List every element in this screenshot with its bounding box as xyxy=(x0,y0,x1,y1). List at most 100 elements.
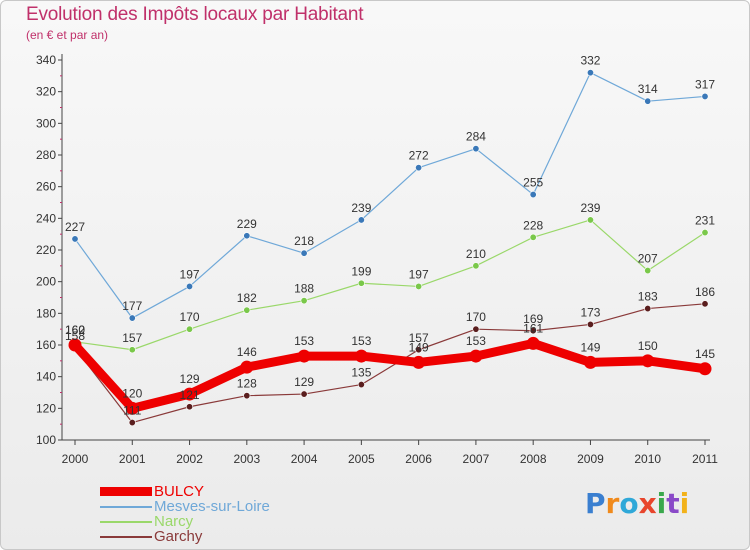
data-label-narcy: 199 xyxy=(351,264,371,278)
data-label-garchy: 183 xyxy=(638,290,658,304)
data-point-garchy xyxy=(644,305,652,313)
x-tick-label: 2002 xyxy=(176,452,203,466)
data-label-garchy: 169 xyxy=(523,312,543,326)
data-point-narcy xyxy=(128,346,136,354)
data-point-bulcy xyxy=(183,387,197,401)
data-point-garchy xyxy=(586,320,594,328)
data-point-bulcy xyxy=(583,355,597,369)
chart-title: Evolution des Impôts locaux par Habitant xyxy=(26,4,364,25)
data-label-mesves-sur-loire: 314 xyxy=(638,82,658,96)
data-label-garchy: 128 xyxy=(237,377,257,391)
data-point-garchy xyxy=(300,390,308,398)
y-tick-label: 280 xyxy=(36,148,56,162)
legend-swatch xyxy=(100,487,152,496)
x-tick-label: 2004 xyxy=(291,452,318,466)
data-label-mesves-sur-loire: 284 xyxy=(466,130,486,144)
x-tick-label: 2009 xyxy=(577,452,604,466)
data-label-mesves-sur-loire: 317 xyxy=(695,77,715,91)
data-point-bulcy xyxy=(354,349,368,363)
data-label-bulcy: 153 xyxy=(351,334,371,348)
data-point-garchy xyxy=(415,346,423,354)
chart-subtitle: (en € et par an) xyxy=(26,28,109,42)
data-label-garchy: 170 xyxy=(466,310,486,324)
logo-letter: i xyxy=(656,487,667,520)
data-point-mesves-sur-loire xyxy=(472,145,480,153)
data-point-mesves-sur-loire xyxy=(357,216,365,224)
data-point-mesves-sur-loire xyxy=(243,232,251,240)
data-label-garchy: 158 xyxy=(65,329,85,343)
data-label-narcy: 170 xyxy=(180,310,200,324)
logo-letter: o xyxy=(619,487,639,520)
series-line-mesves-sur-loire xyxy=(74,72,706,319)
legend-item-bulcy: BULCY xyxy=(100,484,270,499)
x-tick-label: 2006 xyxy=(405,452,432,466)
logo-letter: P xyxy=(585,487,606,520)
logo-letter: t xyxy=(666,487,680,520)
y-tick-label: 260 xyxy=(36,180,56,194)
data-label-bulcy: 153 xyxy=(294,334,314,348)
data-point-garchy xyxy=(128,419,136,427)
data-point-mesves-sur-loire xyxy=(71,235,79,243)
data-point-narcy xyxy=(357,279,365,287)
data-label-narcy: 231 xyxy=(695,214,715,228)
data-point-bulcy xyxy=(412,355,426,369)
data-point-garchy xyxy=(243,392,251,400)
data-label-bulcy: 146 xyxy=(237,345,257,359)
data-label-mesves-sur-loire: 227 xyxy=(65,220,85,234)
y-tick-label: 320 xyxy=(36,85,56,99)
data-label-bulcy: 161 xyxy=(523,321,543,335)
y-tick-label: 140 xyxy=(36,370,56,384)
y-tick-label: 120 xyxy=(36,401,56,415)
data-point-mesves-sur-loire xyxy=(415,164,423,172)
data-point-bulcy xyxy=(698,362,712,376)
series-line-bulcy xyxy=(70,338,710,413)
data-point-bulcy xyxy=(641,354,655,368)
data-point-garchy xyxy=(701,300,709,308)
data-label-narcy: 239 xyxy=(580,201,600,215)
x-tick-label: 2008 xyxy=(520,452,547,466)
data-point-narcy xyxy=(300,297,308,305)
data-point-narcy xyxy=(586,216,594,224)
data-point-narcy xyxy=(243,306,251,314)
data-label-mesves-sur-loire: 177 xyxy=(122,299,142,313)
y-tick-label: 240 xyxy=(36,211,56,225)
data-point-garchy xyxy=(357,381,365,389)
data-point-narcy xyxy=(472,262,480,270)
data-point-bulcy xyxy=(526,336,540,350)
series-line-narcy xyxy=(74,219,706,351)
data-point-mesves-sur-loire xyxy=(701,92,709,100)
legend-item-garchy: Garchy xyxy=(100,529,270,544)
legend: BULCY Mesves-sur-Loire Narcy Garchy xyxy=(100,484,270,544)
y-tick-label: 340 xyxy=(36,53,56,67)
series-line-garchy xyxy=(74,303,706,424)
x-tick-label: 2007 xyxy=(463,452,490,466)
data-point-garchy xyxy=(472,325,480,333)
data-label-mesves-sur-loire: 218 xyxy=(294,234,314,248)
data-point-garchy xyxy=(529,327,537,335)
legend-label: Narcy xyxy=(154,513,194,530)
data-label-mesves-sur-loire: 229 xyxy=(237,217,257,231)
data-label-mesves-sur-loire: 255 xyxy=(523,176,543,190)
y-tick-label: 200 xyxy=(36,275,56,289)
logo-letter: r xyxy=(605,487,620,520)
data-point-narcy xyxy=(186,325,194,333)
legend-swatch xyxy=(100,535,152,538)
data-label-narcy: 197 xyxy=(409,267,429,281)
data-label-garchy: 157 xyxy=(409,331,429,345)
data-point-mesves-sur-loire xyxy=(186,282,194,290)
y-tick-label: 300 xyxy=(36,116,56,130)
data-point-narcy xyxy=(644,267,652,275)
data-label-mesves-sur-loire: 239 xyxy=(351,201,371,215)
data-label-narcy: 188 xyxy=(294,282,314,296)
x-tick-label: 2010 xyxy=(634,452,661,466)
data-label-mesves-sur-loire: 272 xyxy=(409,149,429,163)
logo-letter: i xyxy=(679,487,690,520)
x-tick-label: 2011 xyxy=(692,452,718,466)
data-point-mesves-sur-loire xyxy=(644,97,652,105)
data-label-narcy: 162 xyxy=(65,323,85,337)
data-label-bulcy: 150 xyxy=(638,339,658,353)
data-label-narcy: 228 xyxy=(523,218,543,232)
data-point-mesves-sur-loire xyxy=(586,69,594,77)
